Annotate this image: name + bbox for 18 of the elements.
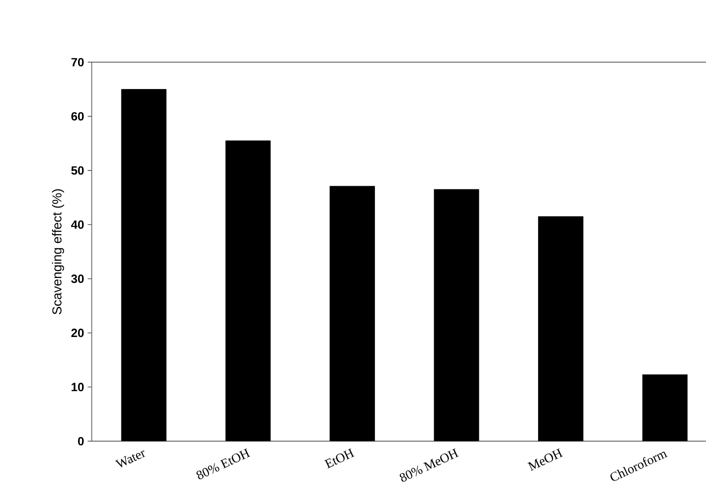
- bar: [434, 189, 480, 442]
- bar: [642, 374, 688, 442]
- y-tick-label: 60: [71, 112, 84, 121]
- y-axis-title: Scavenging effect (%): [52, 189, 64, 314]
- bar: [225, 140, 271, 442]
- x-tick-label: EtOH: [324, 448, 354, 468]
- y-tick-label: 30: [71, 274, 84, 283]
- y-tick-label: 70: [71, 58, 84, 66]
- y-tick-label: 40: [71, 220, 84, 229]
- y-tick-label: 50: [71, 166, 84, 175]
- x-tick-label: 80% EtOH: [196, 448, 250, 480]
- bar: [538, 216, 584, 442]
- bar: [330, 186, 375, 442]
- x-tick-label: Water: [115, 450, 146, 468]
- y-tick-label: 0: [78, 436, 84, 446]
- y-tick-label: 10: [72, 382, 84, 392]
- bar: [121, 89, 166, 442]
- y-tick-label: 20: [71, 328, 84, 338]
